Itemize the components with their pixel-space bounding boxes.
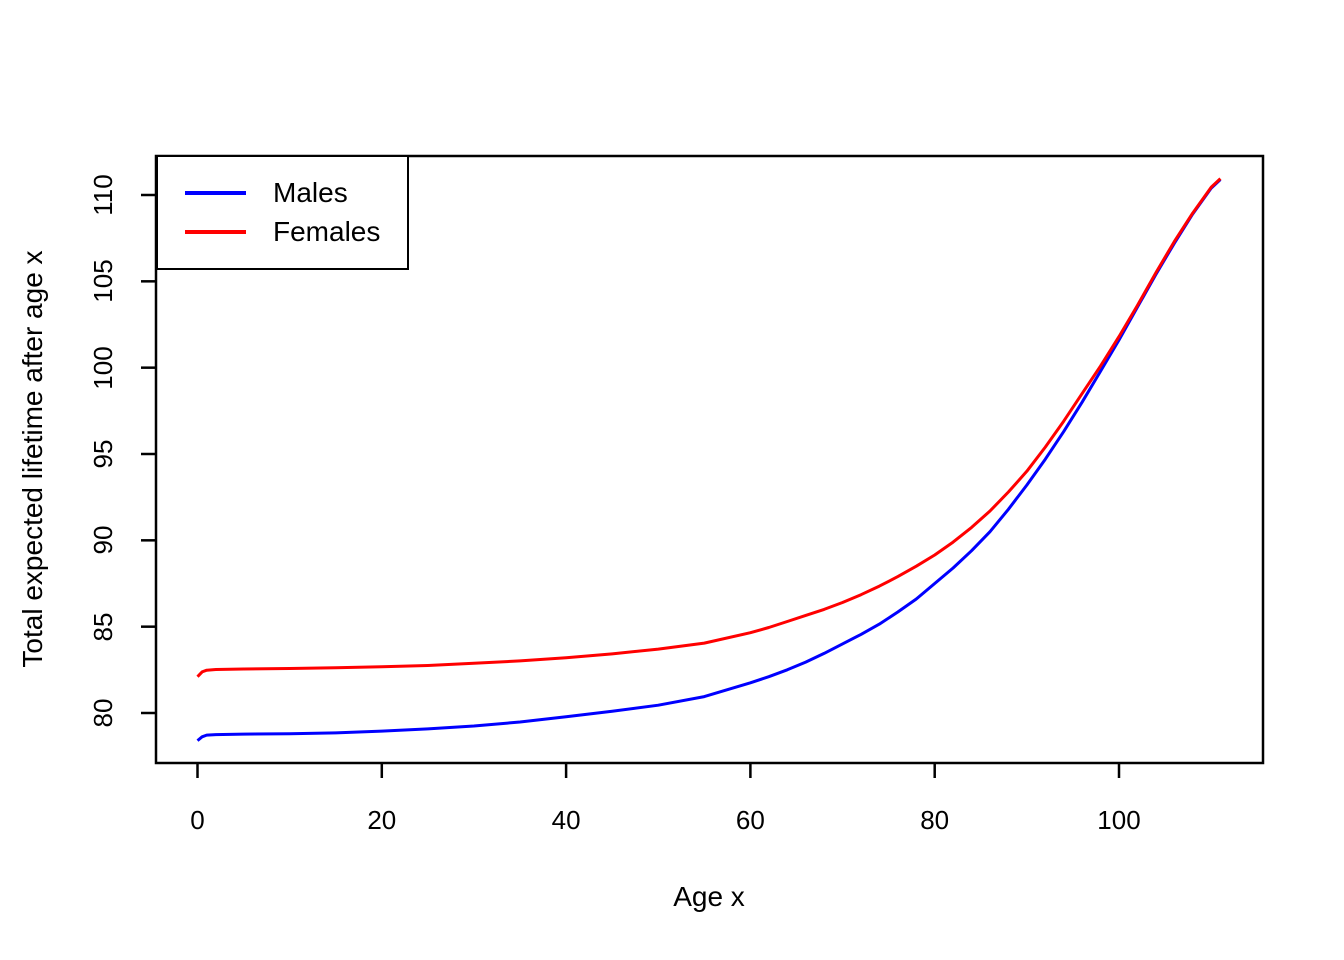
x-tick-label-40: 40 bbox=[551, 805, 581, 835]
x-tick-label-0: 0 bbox=[190, 805, 205, 835]
y-axis-title: Total expected lifetime after age x bbox=[17, 250, 48, 668]
y-tick-label-110: 110 bbox=[88, 174, 118, 216]
y-tick-label-95: 95 bbox=[88, 439, 118, 469]
x-tick-label-100: 100 bbox=[1097, 805, 1141, 835]
plot-box bbox=[154, 154, 1265, 765]
females-line-swatch-icon bbox=[185, 230, 246, 234]
legend-entry-males: Males bbox=[185, 174, 407, 213]
legend-entry-females: Females bbox=[185, 213, 407, 252]
males-line-swatch-icon bbox=[185, 191, 246, 195]
legend: Males Females bbox=[156, 155, 409, 270]
y-tick-label-85: 85 bbox=[88, 612, 118, 642]
males-line bbox=[196, 178, 1222, 742]
x-axis-title: Age x bbox=[673, 881, 745, 912]
legend-label-males: Males bbox=[273, 177, 348, 208]
females-line bbox=[196, 177, 1222, 678]
y-tick-label-100: 100 bbox=[88, 345, 118, 390]
y-tick-label-80: 80 bbox=[88, 698, 118, 728]
y-tick-label-105: 105 bbox=[88, 259, 118, 304]
x-tick-label-60: 60 bbox=[735, 805, 765, 835]
x-tick-label-20: 20 bbox=[367, 805, 397, 835]
y-tick-label-90: 90 bbox=[88, 525, 118, 555]
x-tick-label-80: 80 bbox=[920, 805, 950, 835]
legend-label-females: Females bbox=[273, 216, 381, 247]
